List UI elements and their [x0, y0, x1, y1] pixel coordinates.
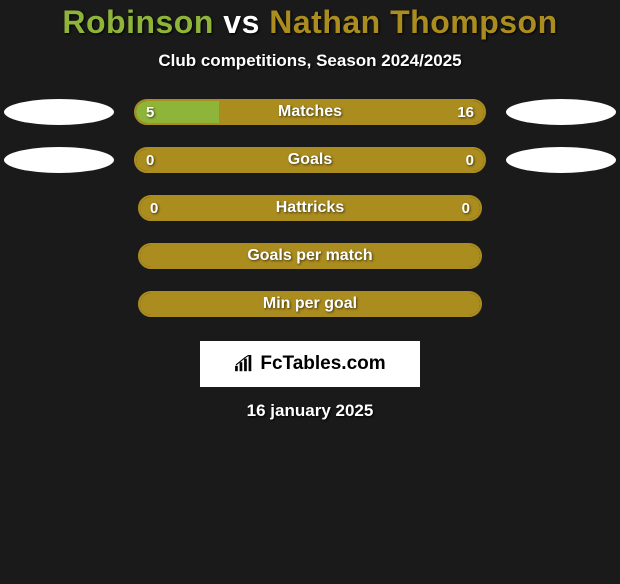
- stat-bar: 00Hattricks: [138, 195, 482, 221]
- subtitle: Club competitions, Season 2024/2025: [8, 51, 612, 71]
- bar-chart-icon: [234, 355, 256, 373]
- stat-row: Goals per match: [8, 243, 612, 269]
- stat-row: Min per goal: [8, 291, 612, 317]
- stat-row: 516Matches: [8, 99, 612, 125]
- stat-label: Matches: [136, 101, 484, 123]
- spacer: [502, 195, 612, 221]
- stat-label: Goals: [136, 149, 484, 171]
- stats-block: 516Matches 00Goals 00Hattricks Goals per ma…: [8, 99, 612, 317]
- stat-bar: 516Matches: [134, 99, 486, 125]
- stat-label: Goals per match: [140, 245, 480, 267]
- spacer: [502, 291, 612, 317]
- stat-row: 00Hattricks: [8, 195, 612, 221]
- vs-text: vs: [223, 4, 260, 40]
- player1-indicator: [4, 99, 114, 125]
- container: Robinson vs Nathan Thompson Club competi…: [0, 4, 620, 421]
- page-title: Robinson vs Nathan Thompson: [8, 4, 612, 41]
- spacer: [8, 243, 118, 269]
- player1-indicator: [4, 147, 114, 173]
- spacer: [8, 291, 118, 317]
- stat-label: Min per goal: [140, 293, 480, 315]
- stat-bar: 00Goals: [134, 147, 486, 173]
- player2-name: Nathan Thompson: [269, 4, 557, 40]
- logo-text: FcTables.com: [260, 353, 385, 375]
- stat-label: Hattricks: [140, 197, 480, 219]
- player2-indicator: [506, 99, 616, 125]
- date: 16 january 2025: [8, 401, 612, 421]
- logo-box: FcTables.com: [200, 341, 420, 387]
- stat-bar: Min per goal: [138, 291, 482, 317]
- spacer: [8, 195, 118, 221]
- spacer: [502, 243, 612, 269]
- stat-bar: Goals per match: [138, 243, 482, 269]
- logo: FcTables.com: [234, 353, 385, 375]
- stat-row: 00Goals: [8, 147, 612, 173]
- player1-name: Robinson: [62, 4, 214, 40]
- player2-indicator: [506, 147, 616, 173]
